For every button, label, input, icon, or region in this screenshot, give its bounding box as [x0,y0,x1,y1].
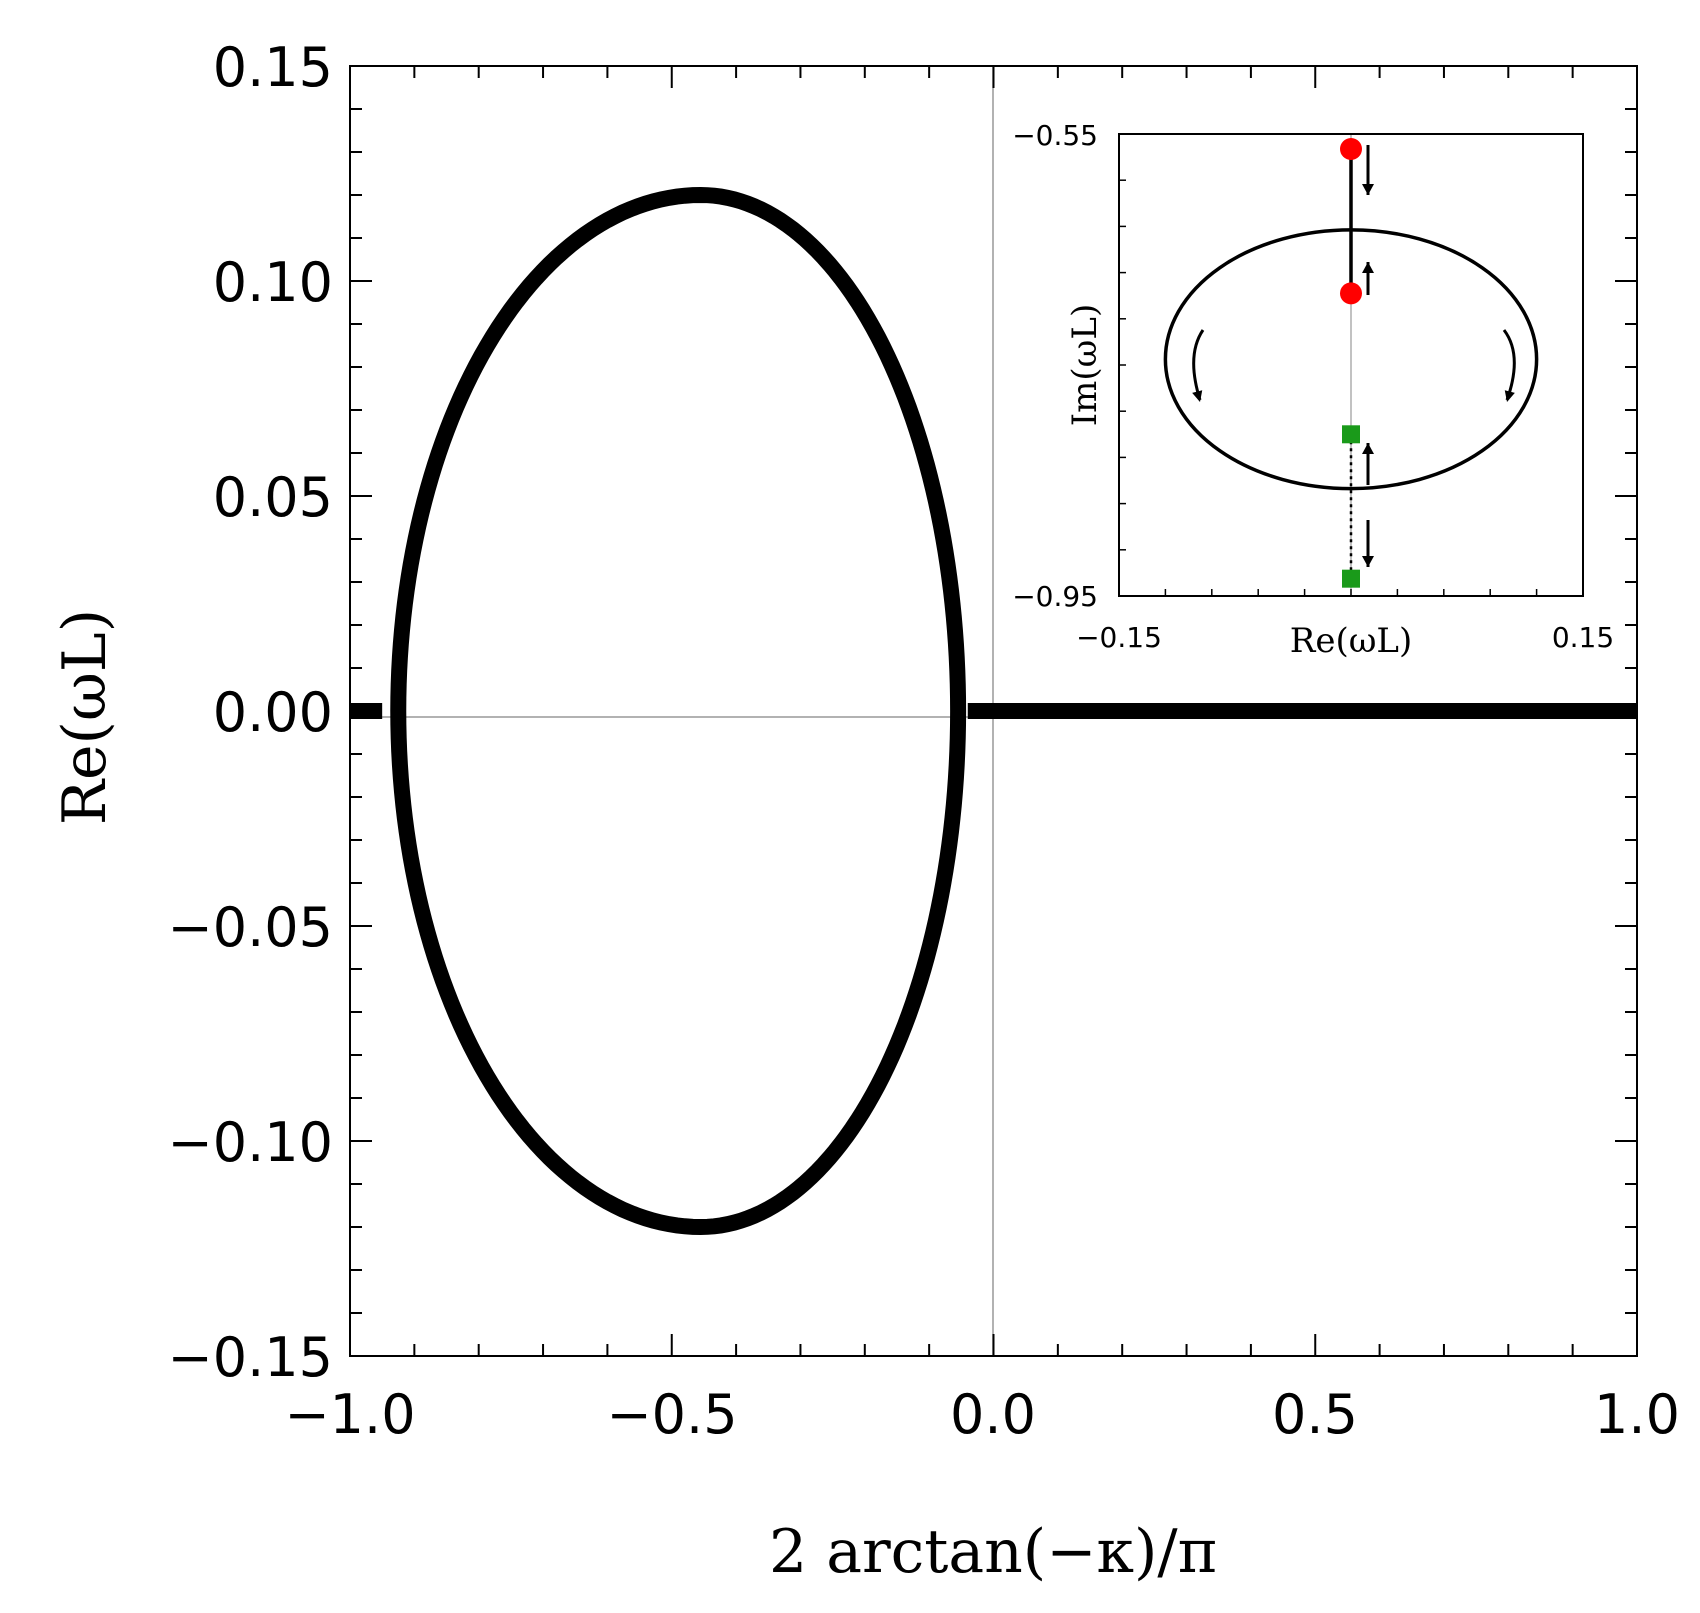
main-plot-frame [349,65,1638,1357]
inset-frame [1118,133,1584,597]
y-tick-label: 0.10 [213,251,333,314]
inset-marker-square [1342,569,1360,588]
inset-x-tick-label: 0.15 [1552,621,1614,654]
inset-x-tick-label: −0.15 [1076,621,1162,654]
inset-plot: −0.55 −0.95 −0.15 0.15 Re(ωL) Im(ωL) [1012,119,1614,661]
inset-y-tick-label: −0.55 [1012,119,1098,152]
x-tick-label: 1.0 [1594,1383,1680,1446]
arrow-up-icon [1362,443,1374,485]
inset-x-axis-label: Re(ωL) [1290,621,1413,661]
main-plot: −1.0 −0.5 0.0 0.5 1.0 0.15 0.10 0.05 0.0… [50,36,1680,1587]
inset-y-axis-label: Im(ωL) [1065,304,1105,427]
main-xtick-labels: −1.0 −0.5 0.0 0.5 1.0 [284,1383,1680,1446]
arrow-down-icon [1362,520,1374,567]
inset-marker-circle [1340,138,1362,161]
main-series [350,186,1637,1236]
inset-series [1163,138,1539,588]
x-tick-label: −0.5 [606,1383,737,1446]
inset-marker-circle [1340,282,1362,305]
y-tick-label: 0.05 [213,466,333,529]
y-tick-label: 0.00 [213,681,333,744]
y-tick-label: −0.10 [168,1111,333,1174]
arrow-up-icon [1362,262,1374,295]
x-tick-label: −1.0 [284,1383,415,1446]
y-tick-label: −0.15 [168,1326,333,1389]
curved-arrow-icon [1502,329,1516,402]
main-ytick-labels: 0.15 0.10 0.05 0.00 −0.05 −0.10 −0.15 [168,36,333,1389]
inset-y-tick-label: −0.95 [1012,580,1098,613]
y-tick-label: 0.15 [213,36,333,99]
x-tick-label: 0.0 [950,1383,1036,1446]
x-tick-label: 0.5 [1272,1383,1358,1446]
curved-arrow-icon [1192,329,1205,402]
series-loop [390,186,967,1236]
y-tick-label: −0.05 [168,896,333,959]
x-axis-label: 2 arctan(−κ)/π [769,1517,1217,1587]
inset-marker-square [1342,425,1360,444]
arrow-down-icon [1362,145,1374,195]
y-axis-label: Re(ωL) [50,609,120,825]
